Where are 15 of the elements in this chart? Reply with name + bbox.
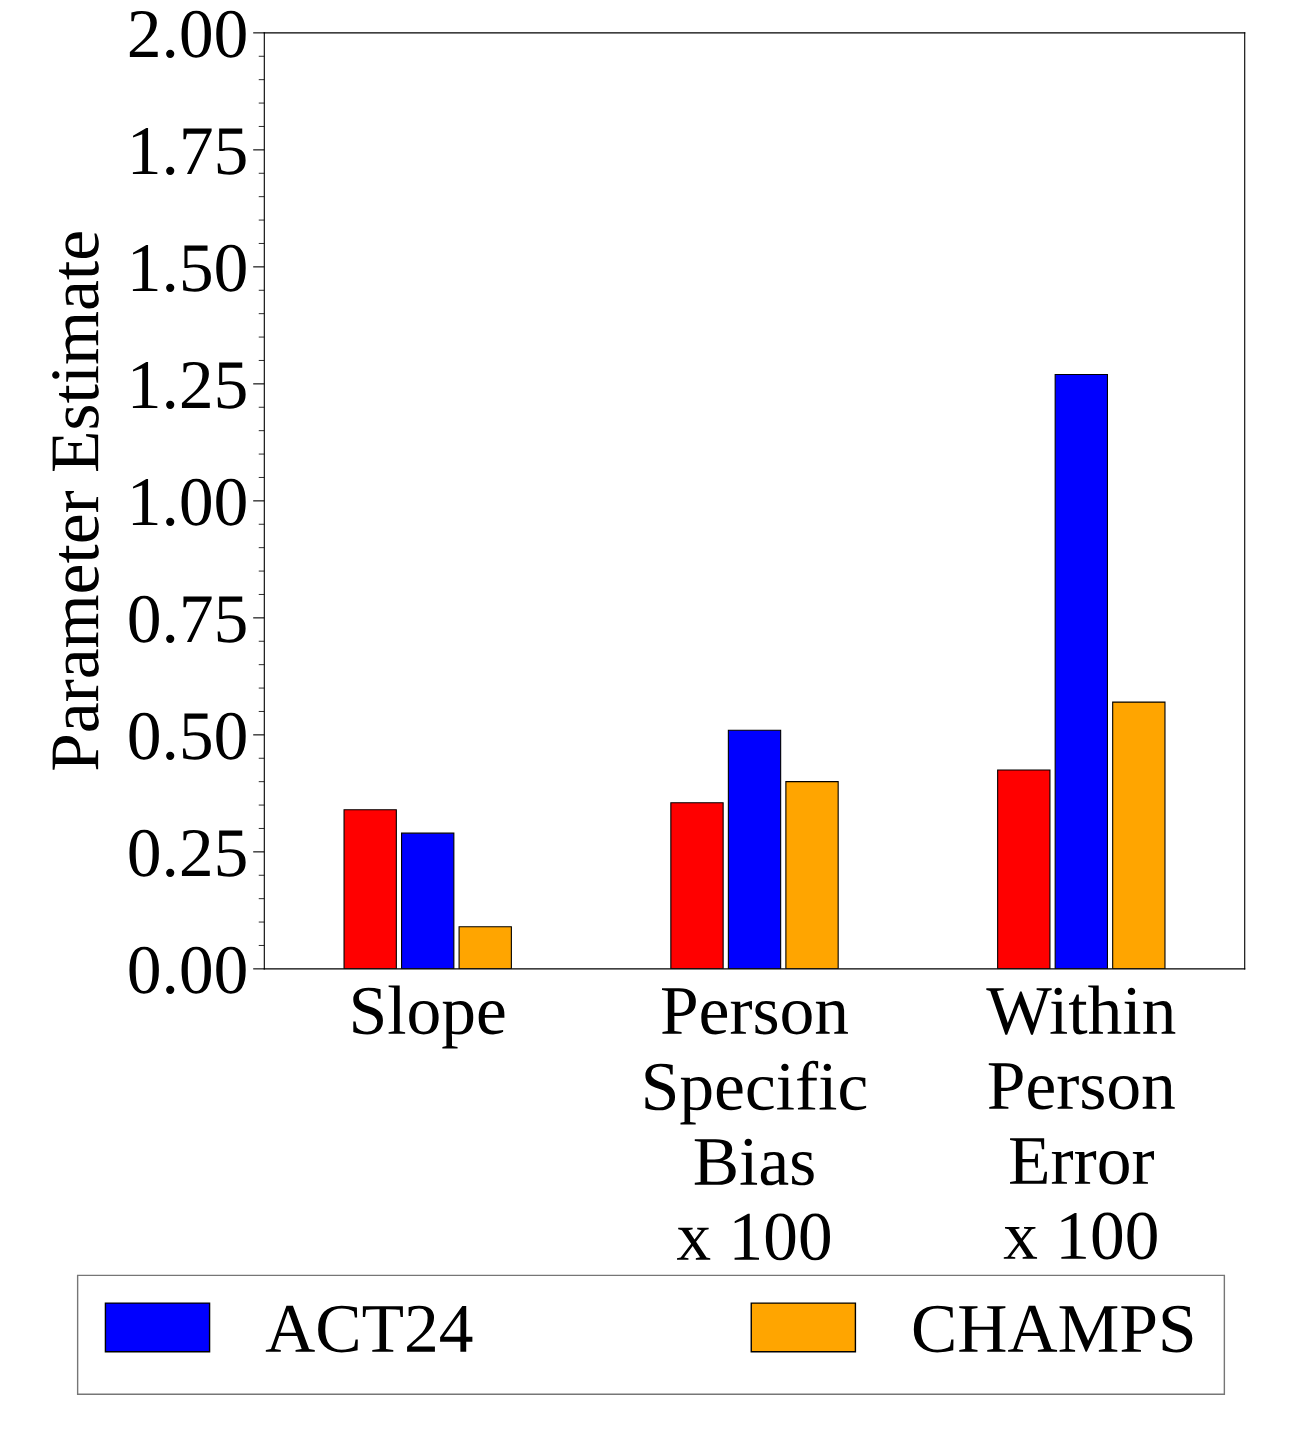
y-tick-label: 0.50 — [129, 712, 246, 760]
y-axis-title: Parameter Estimate — [52, 232, 99, 770]
legend-label: CHAMPS — [913, 1305, 1193, 1353]
y-tick-label: 0.75 — [129, 595, 246, 643]
y-tick-label: 1.00 — [132, 478, 246, 526]
legend-label: ACT24 — [265, 1305, 473, 1353]
y-tick-label: 2.00 — [129, 10, 246, 58]
y-tick-label: 0.00 — [129, 946, 246, 994]
y-tick-label: 1.50 — [132, 244, 246, 292]
x-tick-label: Person Specific Bias x 100 — [645, 988, 867, 1261]
y-tick-label: 1.25 — [132, 361, 246, 409]
y-tick-label: 1.75 — [132, 128, 246, 175]
x-tick-label: Slope — [353, 985, 505, 1049]
x-tick-label: Within Person Error x 100 — [986, 985, 1176, 1260]
y-tick-label: 0.25 — [129, 829, 246, 877]
